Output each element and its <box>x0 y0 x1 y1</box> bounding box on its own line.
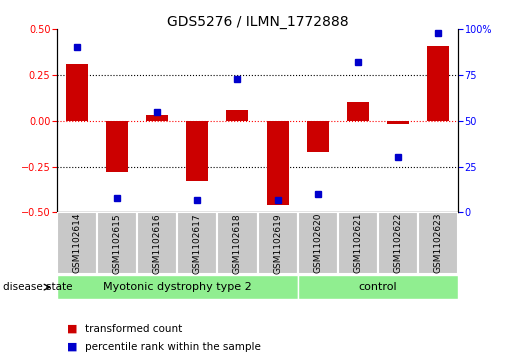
Text: transformed count: transformed count <box>85 323 182 334</box>
Text: ■: ■ <box>67 323 77 334</box>
Bar <box>307 121 329 152</box>
Text: Myotonic dystrophy type 2: Myotonic dystrophy type 2 <box>103 282 251 292</box>
Text: GSM1102621: GSM1102621 <box>353 213 363 273</box>
Text: disease state: disease state <box>3 282 72 292</box>
Bar <box>106 121 128 172</box>
Bar <box>177 212 217 274</box>
Bar <box>427 45 449 121</box>
Bar <box>387 121 409 125</box>
Text: percentile rank within the sample: percentile rank within the sample <box>85 342 261 352</box>
Bar <box>347 102 369 121</box>
Bar <box>57 212 97 274</box>
Text: GSM1102617: GSM1102617 <box>193 213 202 274</box>
Text: GSM1102619: GSM1102619 <box>273 213 282 274</box>
Text: GSM1102618: GSM1102618 <box>233 213 242 274</box>
Bar <box>186 121 208 181</box>
Bar <box>66 64 88 121</box>
Text: GSM1102622: GSM1102622 <box>393 213 403 273</box>
Bar <box>267 121 288 205</box>
Bar <box>97 212 137 274</box>
Text: GSM1102614: GSM1102614 <box>72 213 81 273</box>
Bar <box>298 212 338 274</box>
Bar <box>378 212 418 274</box>
Text: GSM1102616: GSM1102616 <box>152 213 162 274</box>
Text: ■: ■ <box>67 342 77 352</box>
Bar <box>217 212 258 274</box>
Bar <box>298 275 458 299</box>
Bar <box>227 110 248 121</box>
Text: control: control <box>359 282 398 292</box>
Text: GSM1102615: GSM1102615 <box>112 213 122 274</box>
Bar <box>258 212 298 274</box>
Bar <box>146 115 168 121</box>
Bar <box>338 212 378 274</box>
Text: GSM1102623: GSM1102623 <box>434 213 443 273</box>
Bar <box>137 212 177 274</box>
Text: GSM1102620: GSM1102620 <box>313 213 322 273</box>
Text: GDS5276 / ILMN_1772888: GDS5276 / ILMN_1772888 <box>167 15 348 29</box>
Bar <box>418 212 458 274</box>
Bar <box>57 275 298 299</box>
